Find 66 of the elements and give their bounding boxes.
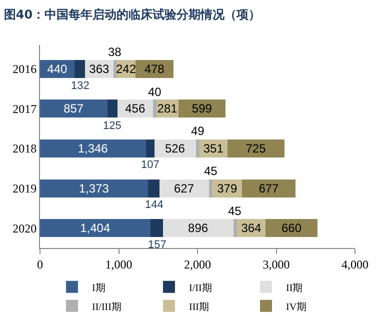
data-label: 677	[258, 181, 280, 196]
data-label: 363	[89, 62, 110, 76]
x-tick-label: 2,000	[184, 257, 211, 272]
y-tick-label: 2019	[12, 181, 37, 196]
data-label: 440	[47, 62, 68, 76]
data-label: 725	[246, 141, 266, 156]
y-tick-label: 2016	[12, 62, 37, 76]
data-label: 144	[145, 199, 164, 211]
bar	[233, 219, 238, 238]
bar	[196, 140, 200, 158]
bar	[114, 60, 117, 78]
bar	[266, 219, 318, 238]
x-tick-label: 1,000	[105, 257, 132, 272]
bar	[162, 219, 234, 238]
data-label: 242	[116, 62, 136, 76]
x-tick-label: 4,000	[342, 257, 368, 272]
data-label: 132	[71, 80, 90, 92]
data-label: 1,404	[80, 221, 110, 236]
data-label: 40	[148, 85, 162, 99]
chart-title: 图40：中国每年启动的临床试验分期情况（项）	[4, 7, 261, 22]
data-label: 478	[144, 62, 165, 76]
data-label: 38	[108, 45, 122, 59]
data-label: 857	[64, 102, 84, 116]
bar	[40, 179, 148, 198]
data-label: 1,346	[78, 141, 108, 156]
data-label: 456	[125, 102, 146, 116]
data-label: 896	[188, 221, 208, 236]
bar	[146, 140, 154, 158]
data-label: 49	[191, 124, 205, 138]
bar	[40, 219, 151, 238]
legend-label: III期	[189, 300, 209, 313]
data-label: 351	[203, 141, 224, 156]
data-label: 125	[103, 120, 122, 132]
x-tick-label: 0	[37, 257, 43, 272]
data-label: 660	[282, 221, 302, 236]
data-label: 107	[141, 159, 160, 171]
bar	[107, 100, 118, 118]
data-label: 157	[148, 239, 166, 251]
y-tick-label: 2020	[12, 221, 37, 236]
bar	[208, 179, 212, 198]
bar	[40, 100, 108, 118]
legend-label: IV期	[286, 300, 307, 313]
bar	[153, 100, 156, 118]
bar	[148, 179, 160, 198]
data-label: 599	[192, 102, 212, 116]
x-tick-label: 3,000	[262, 257, 290, 272]
data-label: 364	[241, 221, 262, 236]
bar	[159, 179, 209, 198]
data-label: 45	[204, 164, 218, 178]
legend-label: II/III期	[92, 300, 122, 313]
data-label: 627	[174, 181, 194, 196]
bar	[74, 60, 86, 78]
data-label: 526	[164, 141, 186, 156]
y-tick-label: 2017	[12, 102, 37, 116]
legend-label: I期	[92, 282, 106, 294]
bar	[242, 179, 296, 198]
bar	[40, 140, 146, 158]
bar	[150, 219, 163, 238]
legend-label: II期	[286, 282, 303, 294]
legend-label: I/II期	[189, 282, 212, 294]
data-label: 379	[217, 181, 238, 196]
data-label: 1,373	[78, 181, 110, 196]
data-label: 281	[157, 102, 178, 116]
data-label: 45	[228, 204, 242, 218]
y-tick-label: 2018	[12, 142, 37, 156]
bar	[227, 140, 284, 158]
